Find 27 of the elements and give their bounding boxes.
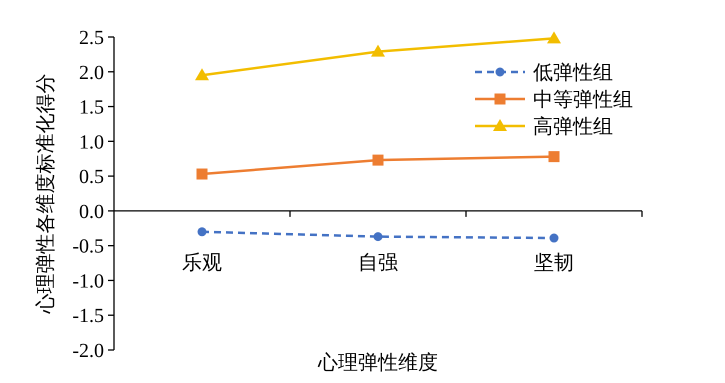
y-tick-label: -2.0	[72, 340, 104, 362]
legend-label: 高弹性组	[533, 115, 613, 138]
x-tick-label: 坚韧	[534, 252, 574, 274]
y-tick-label: -0.5	[72, 236, 104, 258]
y-tick-label: -1.0	[72, 270, 104, 292]
y-tick-label: 2.0	[79, 62, 104, 84]
point	[371, 44, 385, 57]
y-axis-title: 心理弹性各维度标准化得分	[35, 74, 57, 314]
legend-label: 低弹性组	[533, 62, 613, 84]
point	[547, 31, 561, 44]
legend-label: 中等弹性组	[533, 89, 633, 111]
y-tick-label: 0.5	[79, 166, 104, 188]
x-tick-label: 乐观	[182, 252, 222, 274]
point	[195, 68, 209, 80]
point	[372, 154, 384, 166]
y-tick-label: 1.0	[79, 131, 104, 154]
point	[374, 232, 382, 242]
x-axis-title: 心理弹性维度	[317, 352, 438, 374]
y-tick-label: -1.5	[72, 305, 104, 328]
point	[550, 234, 558, 243]
point	[198, 227, 206, 236]
y-tick-label: 0.0	[79, 200, 104, 223]
y-tick-label: 1.5	[79, 96, 104, 119]
y-tick-label: 2.5	[79, 27, 104, 49]
x-tick-label: 自强	[358, 252, 398, 274]
point	[196, 168, 208, 180]
point	[548, 151, 560, 162]
